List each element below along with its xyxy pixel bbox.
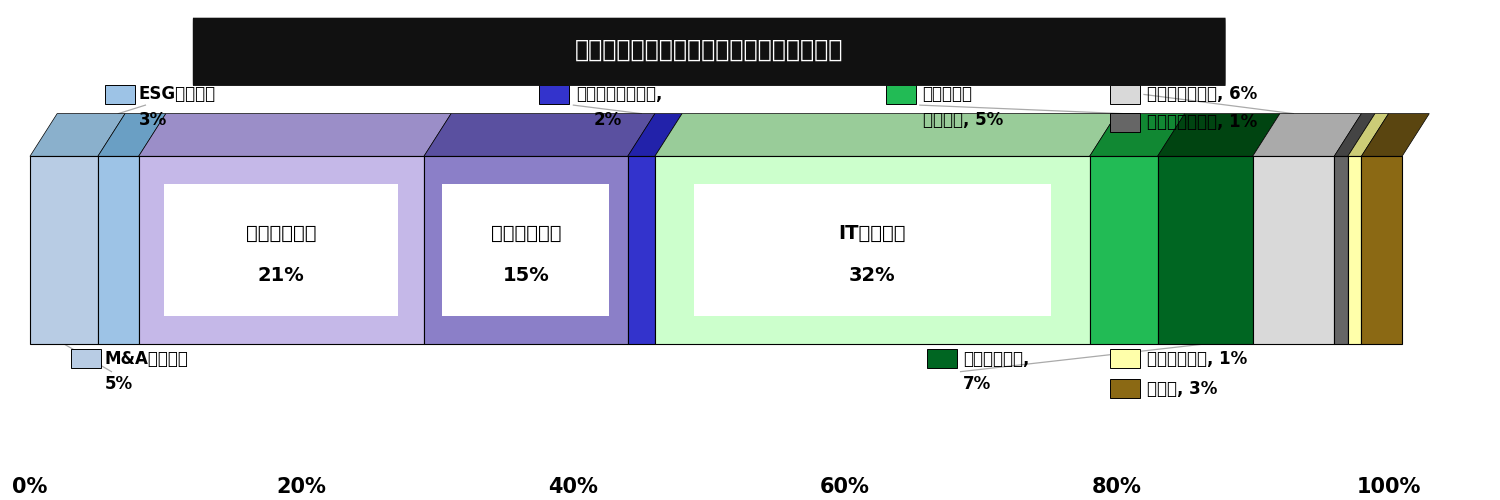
Text: M&Aコンサル: M&Aコンサル — [105, 350, 189, 368]
Text: 3%: 3% — [138, 111, 166, 129]
Polygon shape — [1362, 114, 1430, 156]
Text: コンサル求人　コンサルタント職種別割合: コンサル求人 コンサルタント職種別割合 — [574, 38, 843, 62]
Bar — [1252, 156, 1334, 344]
Bar — [138, 156, 424, 344]
Text: ITコンサル: ITコンサル — [839, 224, 906, 242]
Bar — [30, 156, 98, 344]
Text: 戦略コンサル: 戦略コンサル — [246, 224, 316, 242]
Bar — [627, 156, 656, 344]
FancyBboxPatch shape — [442, 184, 609, 316]
Polygon shape — [1348, 114, 1389, 156]
Bar — [70, 350, 100, 368]
Text: ESGコンサル: ESGコンサル — [138, 86, 216, 103]
Text: その他, 3%: その他, 3% — [1146, 380, 1216, 398]
Text: 5%: 5% — [105, 376, 134, 394]
Polygon shape — [656, 114, 1118, 156]
Text: マーケコンサル, 1%: マーケコンサル, 1% — [1146, 113, 1257, 131]
Polygon shape — [1158, 114, 1280, 156]
Bar — [1110, 350, 1140, 368]
Bar — [424, 156, 627, 344]
Polygon shape — [1089, 114, 1185, 156]
Text: リサーチャー, 1%: リサーチャー, 1% — [1146, 350, 1246, 368]
FancyBboxPatch shape — [165, 184, 399, 316]
Text: 組織・人事: 組織・人事 — [922, 86, 972, 103]
Bar — [105, 85, 135, 104]
Polygon shape — [30, 114, 124, 156]
Text: 7%: 7% — [963, 376, 992, 394]
Bar — [1110, 85, 1140, 104]
Bar — [1334, 156, 1348, 344]
Bar — [1110, 112, 1140, 132]
Bar — [656, 156, 1089, 344]
Bar — [1348, 156, 1362, 344]
FancyBboxPatch shape — [694, 184, 1050, 316]
Polygon shape — [1334, 114, 1376, 156]
Bar — [98, 156, 138, 344]
Text: リスクコンサル, 6%: リスクコンサル, 6% — [1146, 86, 1257, 103]
Text: 21%: 21% — [258, 266, 305, 285]
Text: 2%: 2% — [594, 111, 622, 129]
Polygon shape — [1252, 114, 1362, 156]
FancyBboxPatch shape — [194, 18, 1226, 86]
Polygon shape — [424, 114, 656, 156]
Bar — [540, 85, 570, 104]
Text: 32%: 32% — [849, 266, 895, 285]
Text: 15%: 15% — [503, 266, 549, 285]
Polygon shape — [627, 114, 682, 156]
Bar — [1362, 156, 1402, 344]
Bar — [927, 350, 957, 368]
Bar — [1110, 379, 1140, 398]
Text: 財務コンサル,: 財務コンサル, — [963, 350, 1029, 368]
Text: コンサル, 5%: コンサル, 5% — [922, 111, 1004, 129]
Text: 事業再生コンサル,: 事業再生コンサル, — [576, 86, 663, 103]
Bar — [1089, 156, 1158, 344]
Polygon shape — [98, 114, 166, 156]
Polygon shape — [138, 114, 452, 156]
Bar — [1158, 156, 1252, 344]
Bar — [886, 85, 915, 104]
Text: 業務コンサル: 業務コンサル — [490, 224, 561, 242]
